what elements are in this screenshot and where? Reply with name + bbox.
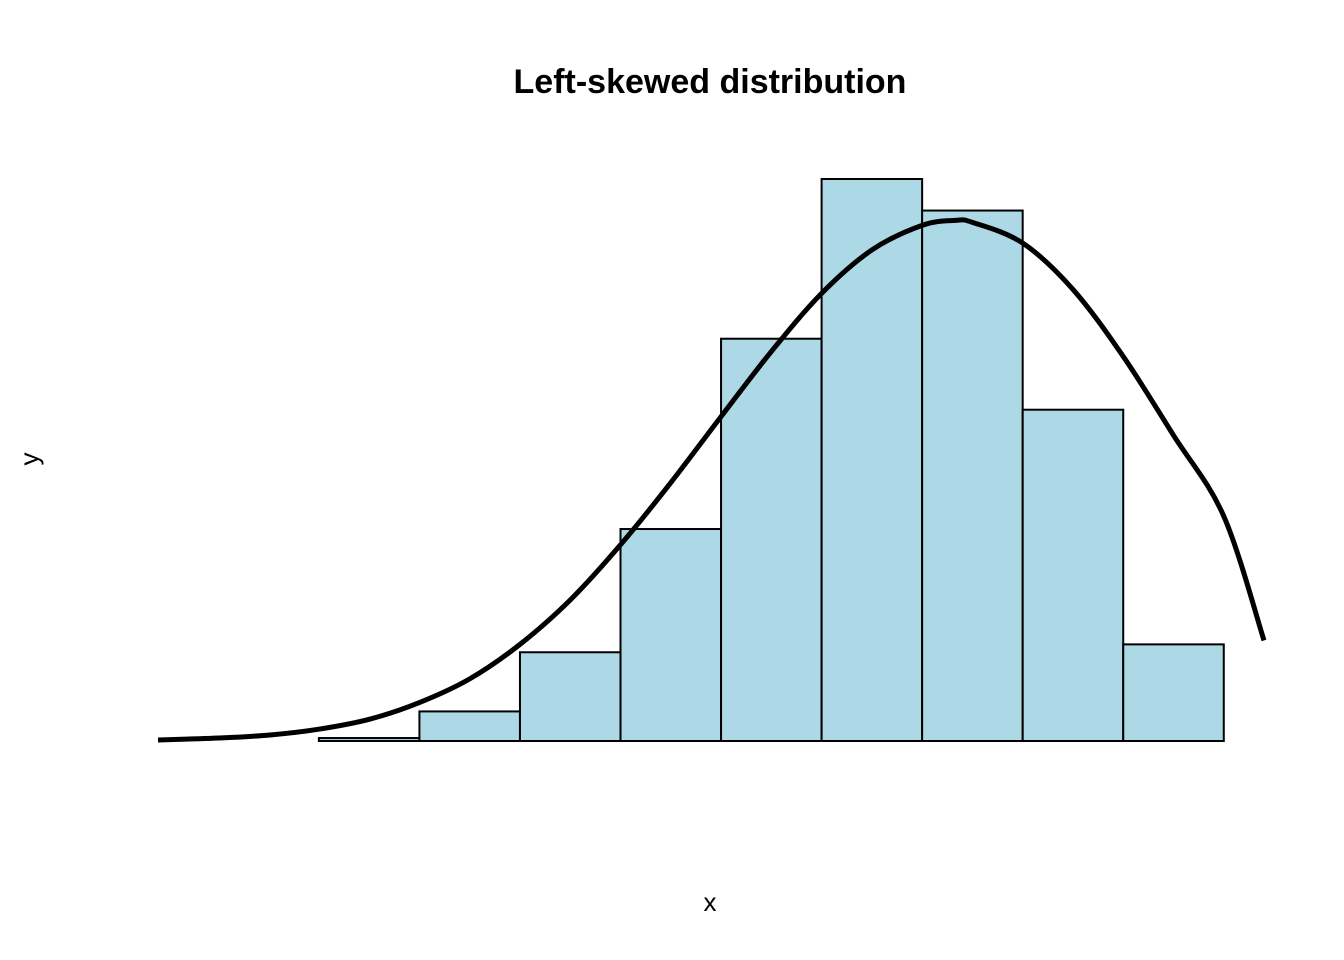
x-axis-label: x [704, 887, 717, 917]
histogram-bar-8 [921, 209, 1024, 742]
histogram-bar-5 [619, 528, 723, 742]
histogram-bar-3 [418, 710, 521, 743]
histogram-bar-4 [518, 651, 622, 743]
histogram-bar-9 [1021, 408, 1125, 742]
chart-title: Left-skewed distribution [514, 63, 907, 101]
density-curve [157, 217, 1267, 743]
y-axis-label: y [14, 453, 44, 466]
bars-group [317, 178, 1225, 743]
histogram-bar-6 [720, 337, 823, 742]
histogram-bar-2 [317, 737, 421, 743]
histogram-bar-10 [1122, 643, 1225, 742]
histogram-bar-7 [820, 178, 924, 742]
